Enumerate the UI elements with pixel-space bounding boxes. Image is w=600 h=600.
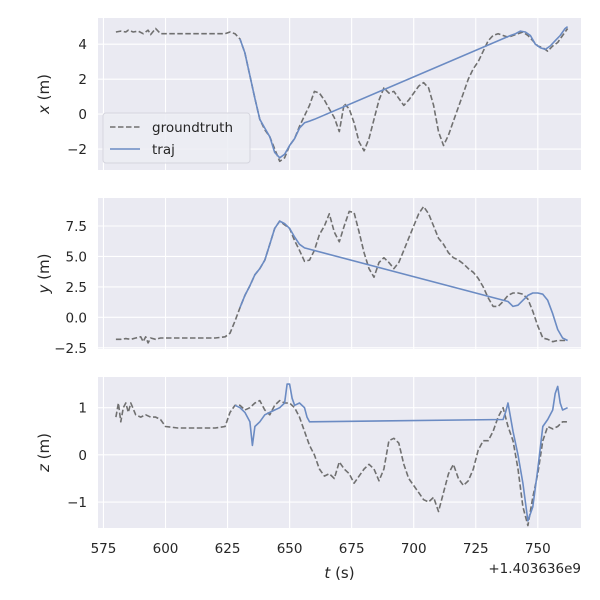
series-traj-line [239,220,568,342]
x-offset-text: +1.403636e9 [488,561,581,577]
y-tick-label: 0 [78,448,87,464]
x-tick-label: 750 [525,541,551,557]
x-tick-label: 600 [153,541,179,557]
y-tick-label: −2 [67,142,87,158]
y-tick-label: 0 [78,107,87,123]
panel-y: −2.5 0.0 2.5 5.0 7.5 y (m) [35,198,581,357]
y-axis-label: z (m) [35,433,53,473]
y-tick-label: 0.0 [66,310,87,326]
legend-box [102,112,251,164]
legend: groundtruth traj [102,112,251,164]
series-traj-line [239,26,569,159]
y-tick-label: 2.5 [66,280,87,296]
panel-z: −1 0 1 z (m) 575 600 625 650 675 700 725 750 t (s) +1… [35,377,581,582]
y-axis-label: x (m) [35,74,53,115]
series-traj-line [234,383,568,522]
x-tick-label: 575 [91,541,117,557]
x-tick-label: 675 [339,541,365,557]
x-tick-label: 650 [277,541,303,557]
series-groundtruth-line [115,205,568,344]
legend-label-groundtruth: groundtruth [152,120,233,136]
y-tick-label: 2 [78,72,87,88]
y-tick-label: 7.5 [66,219,87,235]
y-axis-label: y (m) [35,254,53,295]
x-tick-label: 700 [401,541,427,557]
plot-area [98,377,581,528]
legend-label-traj: traj [152,142,175,158]
y-tick-label: 1 [78,401,87,417]
x-tick-label: 725 [463,541,489,557]
series-groundtruth-line [115,399,568,527]
series-groundtruth-line [115,27,569,163]
y-tick-label: 5.0 [66,249,87,265]
y-tick-label: 4 [78,37,87,53]
plot-area [98,198,581,349]
x-axis-label: t (s) [324,564,354,582]
y-tick-label: −1 [67,495,87,511]
panel-x: −2 0 2 4 x (m) groundtruth traj [35,18,581,170]
x-tick-label: 625 [215,541,241,557]
y-tick-label: −2.5 [54,341,87,357]
